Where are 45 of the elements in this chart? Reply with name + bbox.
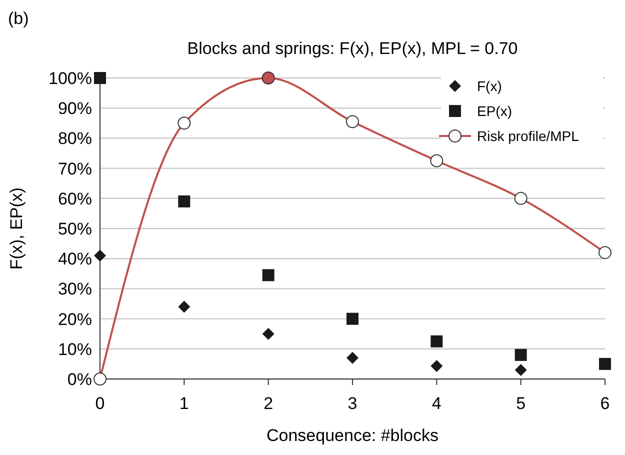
point: [346, 312, 358, 325]
legend-label: Risk profile/MPL: [477, 128, 580, 144]
y-tick-label: 100%: [48, 68, 92, 88]
x-tick-label: 1: [179, 394, 189, 413]
chart-title: Blocks and springs: F(x), EP(x), MPL = 0.70: [187, 39, 518, 58]
y-tick-label: 0%: [67, 370, 92, 389]
point: [94, 372, 106, 386]
x-tick-label: 4: [432, 394, 442, 413]
point: [430, 335, 443, 348]
point: [178, 300, 190, 313]
x-tick-label: 0: [95, 394, 105, 413]
y-tick-label: 30%: [58, 280, 92, 299]
point: [346, 352, 358, 364]
x-tick-label: 3: [348, 394, 358, 413]
y-axis-title: F(x), EP(x): [7, 187, 26, 270]
y-tick-label: 50%: [58, 219, 92, 238]
y-tick-label: 40%: [58, 250, 92, 269]
point: [178, 195, 190, 208]
point: [514, 192, 528, 205]
point: [262, 72, 275, 84]
point: [262, 328, 274, 340]
x-tick-label: 5: [516, 394, 526, 413]
y-tick-label: 10%: [58, 340, 92, 359]
point: [262, 269, 274, 282]
point: [94, 72, 106, 84]
point: [346, 115, 359, 128]
y-tick-label: 80%: [58, 129, 92, 148]
point: [514, 364, 527, 376]
y-tick-label: 20%: [58, 310, 92, 329]
text: (b): [8, 9, 29, 28]
point: [599, 358, 611, 370]
point: [430, 154, 444, 168]
y-tick-label: 90%: [58, 99, 92, 118]
point: [598, 246, 612, 260]
y-tick-label: 70%: [58, 159, 92, 178]
point: [94, 250, 106, 262]
point: [430, 360, 443, 372]
legend-label: EP(x): [477, 102, 512, 119]
y-tick-label: 60%: [58, 189, 92, 208]
point: [178, 116, 191, 130]
point: [514, 348, 527, 361]
x-tick-label: 6: [600, 394, 610, 413]
legend-label: F(x): [477, 78, 502, 94]
x-tick-label: 2: [264, 394, 274, 413]
x-axis-title: Consequence: #blocks: [266, 426, 439, 445]
